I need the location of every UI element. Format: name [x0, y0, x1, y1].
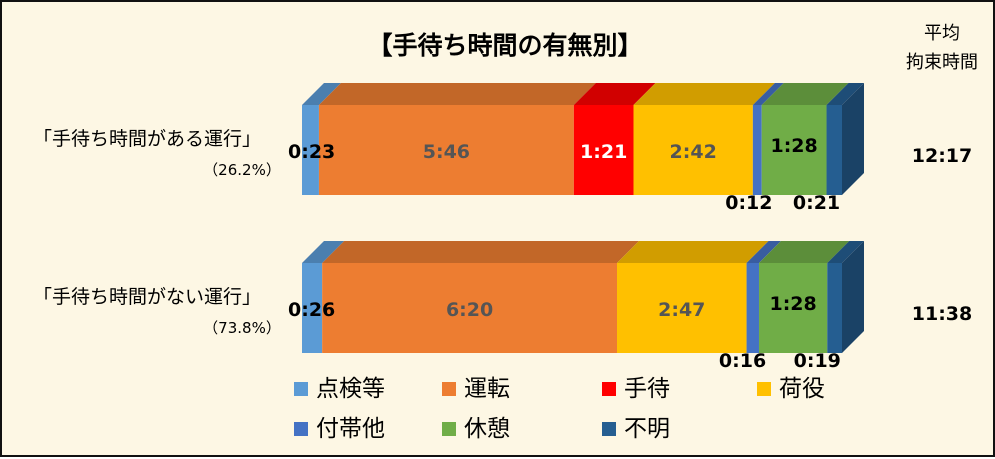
legend-label: 不明	[624, 416, 670, 442]
data-label: 5:46	[423, 141, 470, 163]
bar-top-face	[617, 241, 769, 263]
bar-side-face	[842, 83, 864, 195]
bar-top-face	[573, 83, 656, 105]
bar-top-face	[752, 83, 784, 105]
bar-top-face	[758, 241, 850, 263]
category-label: 「手待ち時間がない運行」	[33, 286, 261, 308]
bar-top-face	[827, 241, 864, 263]
bar-top-face	[302, 83, 341, 105]
category-share: （26.2%）	[203, 161, 281, 179]
category-label: 「手待ち時間がある運行」	[33, 128, 261, 150]
bar-segment	[761, 105, 827, 195]
legend-label: 運転	[464, 376, 510, 402]
bar-segment	[318, 105, 574, 195]
bar-segment	[827, 263, 842, 353]
legend-label: 付帯他	[316, 416, 385, 442]
bar-side-face	[842, 241, 864, 353]
legend-swatch	[602, 422, 616, 436]
data-label: 0:19	[794, 350, 841, 372]
data-label: 1:28	[769, 293, 816, 315]
avg-header-line2: 拘束時間	[906, 52, 978, 73]
bar-top-face	[322, 241, 639, 263]
bar-top-face	[633, 83, 775, 105]
avg-header-line1: 平均	[924, 23, 960, 44]
data-label: 2:42	[670, 141, 717, 163]
data-label: 1:21	[580, 141, 627, 163]
data-label: 2:47	[658, 299, 705, 321]
data-label: 1:28	[770, 135, 817, 157]
category-share: （73.8%）	[203, 319, 281, 337]
legend-swatch	[294, 382, 308, 396]
bar-top-face	[746, 241, 781, 263]
bar-segment	[758, 263, 828, 353]
bar-segment	[617, 263, 747, 353]
data-label: 0:16	[719, 350, 766, 372]
legend-swatch	[442, 422, 456, 436]
data-label: 0:23	[288, 141, 335, 163]
bar-segment	[633, 105, 753, 195]
bar-segment	[746, 263, 759, 353]
data-label: 6:20	[446, 299, 493, 321]
legend-swatch	[602, 382, 616, 396]
bar-top-face	[318, 83, 596, 105]
bar-segment	[826, 105, 842, 195]
legend-label: 点検等	[316, 376, 385, 402]
bar-segment	[573, 105, 634, 195]
bar-top-face	[826, 83, 864, 105]
bar-segment	[322, 263, 617, 353]
data-label: 0:12	[725, 192, 772, 214]
bar-top-face	[761, 83, 849, 105]
bar-segment	[752, 105, 762, 195]
avg-value: 11:38	[912, 303, 972, 325]
bar-segment	[302, 263, 323, 353]
legend-swatch	[294, 422, 308, 436]
data-label: 0:21	[793, 192, 840, 214]
chart-title: 【手待ち時間の有無別】	[367, 31, 642, 60]
bar-segment	[302, 105, 319, 195]
legend-swatch	[757, 382, 771, 396]
avg-value: 12:17	[912, 145, 972, 167]
legend-label: 休憩	[464, 416, 510, 442]
data-label: 0:26	[288, 299, 335, 321]
legend-label: 手待	[624, 376, 670, 402]
legend-swatch	[442, 382, 456, 396]
bar-top-face	[302, 241, 345, 263]
legend-label: 荷役	[779, 376, 825, 402]
